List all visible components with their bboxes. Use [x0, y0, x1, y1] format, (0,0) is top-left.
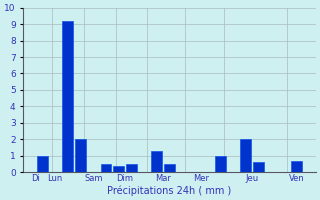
Bar	[240, 139, 251, 172]
Bar	[113, 166, 124, 172]
Bar	[164, 164, 175, 172]
Bar	[291, 161, 302, 172]
X-axis label: Précipitations 24h ( mm ): Précipitations 24h ( mm )	[108, 185, 232, 196]
Bar	[100, 164, 111, 172]
Bar	[37, 156, 48, 172]
Bar	[215, 156, 226, 172]
Bar	[75, 139, 86, 172]
Bar	[151, 151, 162, 172]
Bar	[62, 21, 73, 172]
Bar	[253, 162, 264, 172]
Bar	[126, 164, 137, 172]
